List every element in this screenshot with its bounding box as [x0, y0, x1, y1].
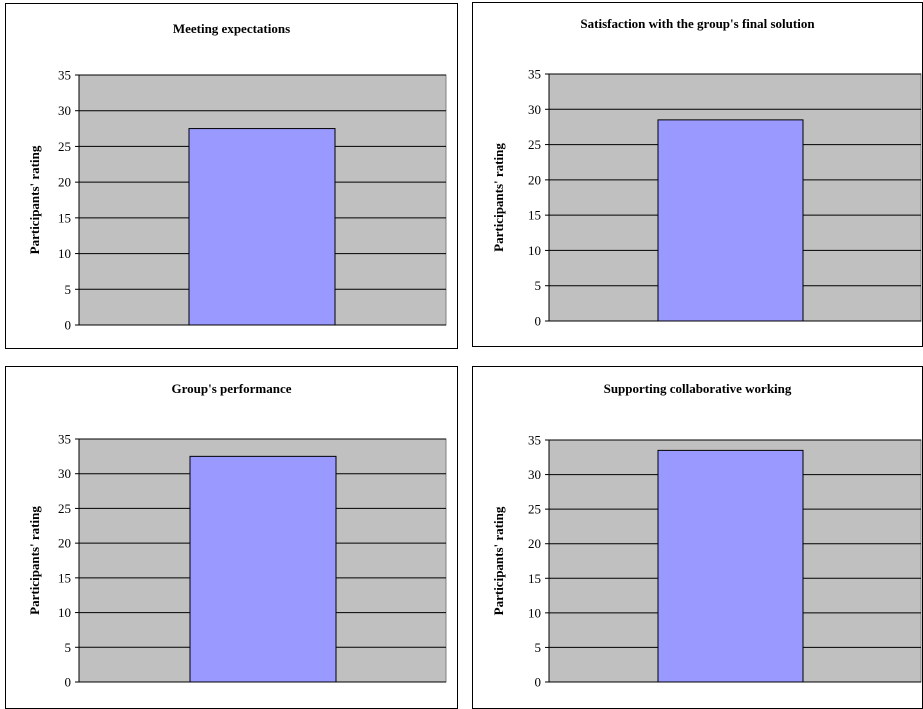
- y-tick-label: 5: [65, 640, 72, 655]
- y-tick-label: 30: [58, 466, 71, 481]
- y-tick-label: 0: [535, 314, 542, 329]
- y-tick-label: 5: [65, 282, 72, 297]
- chart-svg: Supporting collaborative working 0 5 10 15 20…: [491, 381, 922, 690]
- y-tick-label: 35: [528, 433, 541, 448]
- y-tick-label: 10: [528, 605, 541, 620]
- y-tick-label: 20: [528, 172, 541, 187]
- y-tick-label: 15: [58, 210, 71, 225]
- y-tick-label: 15: [528, 208, 541, 223]
- bar: [189, 455, 337, 683]
- y-tick-label: 30: [528, 467, 541, 482]
- chart-title: Group's performance: [172, 381, 292, 396]
- y-tick-label: 20: [58, 536, 71, 551]
- bar: [657, 449, 804, 683]
- bar: [657, 119, 804, 322]
- y-tick-label: 25: [528, 502, 541, 517]
- y-axis-label: Participants' rating: [491, 506, 506, 615]
- y-tick-label: 5: [535, 278, 542, 293]
- y-tick-label: 10: [58, 605, 71, 620]
- chart-panel-satisfaction: Satisfaction with the group's final solu…: [472, 2, 923, 347]
- chart-svg: Group's performance 0 5 10 15 20 25 30 35 Partici…: [27, 381, 447, 690]
- chart-panel-meeting-expectations: Meeting expectations 0 5 10 15 20 25 30 35 Partic…: [5, 3, 458, 349]
- y-tick-label: 15: [58, 570, 71, 585]
- chart-svg: Satisfaction with the group's final solu…: [491, 16, 922, 329]
- chart-panel-group-performance: Group's performance 0 5 10 15 20 25 30 35 Partici…: [5, 366, 458, 709]
- y-axis-label: Participants' rating: [27, 145, 42, 254]
- y-tick-label: 25: [528, 137, 541, 152]
- y-axis-label: Participants' rating: [491, 143, 506, 252]
- y-tick-label: 30: [528, 102, 541, 117]
- y-tick-label: 0: [65, 318, 72, 333]
- bar: [188, 128, 336, 326]
- y-tick-label: 35: [58, 432, 71, 447]
- y-tick-label: 0: [65, 675, 72, 690]
- y-tick-label: 20: [58, 175, 71, 190]
- y-axis-label: Participants' rating: [27, 506, 42, 615]
- y-tick-label: 10: [58, 246, 71, 261]
- chart-title: Satisfaction with the group's final solu…: [580, 16, 815, 31]
- chart-title: Supporting collaborative working: [604, 381, 792, 396]
- chart-panel-collaborative-working: Supporting collaborative working 0 5 10 15 20…: [472, 366, 923, 709]
- chart-title: Meeting expectations: [173, 21, 290, 36]
- y-tick-label: 0: [535, 675, 542, 690]
- y-tick-label: 20: [528, 536, 541, 551]
- y-tick-label: 35: [528, 67, 541, 82]
- y-tick-label: 10: [528, 243, 541, 258]
- y-tick-label: 30: [58, 103, 71, 118]
- y-tick-label: 25: [58, 139, 71, 154]
- chart-svg: Meeting expectations 0 5 10 15 20 25 30 35 Partic…: [27, 21, 447, 333]
- y-tick-label: 15: [528, 571, 541, 586]
- y-tick-label: 5: [535, 640, 542, 655]
- y-tick-label: 25: [58, 501, 71, 516]
- y-tick-label: 35: [58, 68, 71, 83]
